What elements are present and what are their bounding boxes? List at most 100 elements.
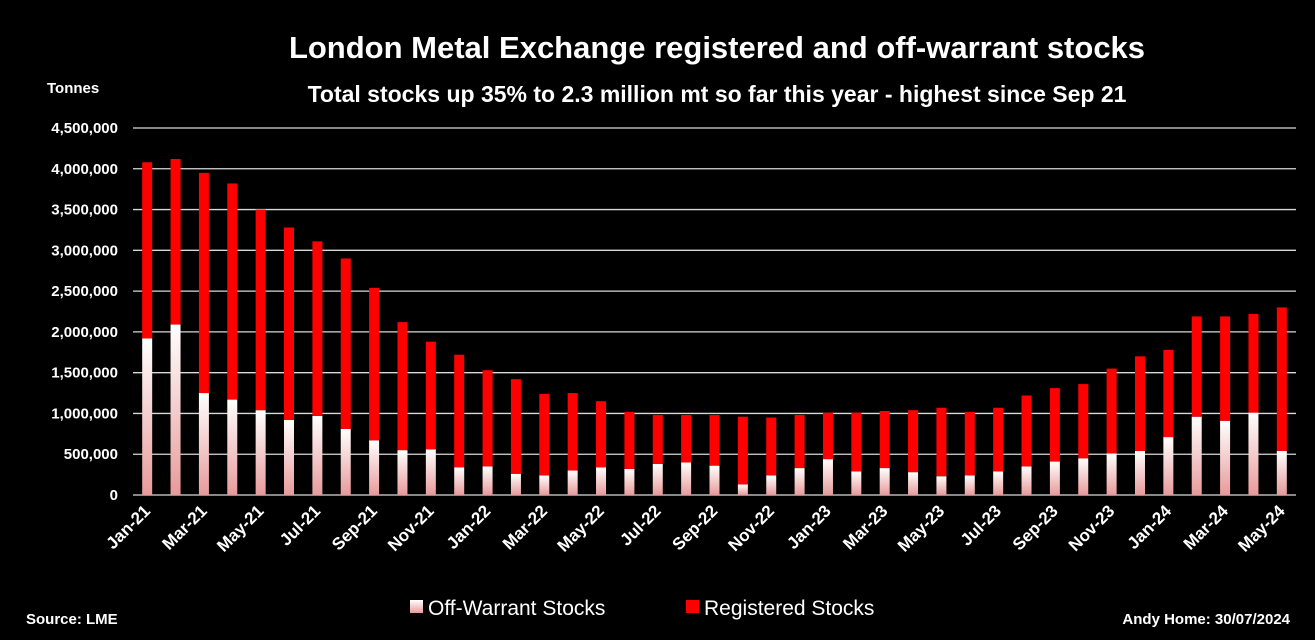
bar-registered [652,415,663,465]
source-note: Source: LME [26,611,118,628]
legend-label-off-warrant: Off-Warrant Stocks [428,597,605,620]
bar-off-warrant [454,467,465,495]
bar-registered [1191,316,1202,417]
y-axis-ticks: 0 500,000 1,000,000 1,500,000 2,000,000 2,500… [51,120,118,504]
bar-off-warrant [227,399,238,495]
bar-registered [1163,349,1174,438]
bar-off-warrant [993,471,1004,495]
bar-off-warrant [255,410,266,495]
bar-off-warrant [709,465,720,495]
bar-off-warrant [737,484,748,495]
y-tick-label: 0 [110,487,118,504]
bar-registered [993,407,1004,472]
bar-registered [284,227,295,420]
x-tick-label: Mar-24 [1180,501,1233,554]
bar-registered [454,354,465,468]
y-tick-label: 500,000 [64,446,118,463]
gridlines [133,127,1296,496]
bar-registered [879,410,890,469]
bar-registered [340,258,351,429]
legend-swatch-registered [686,600,699,613]
x-tick-label: Sep-22 [668,501,721,554]
bar-off-warrant [1134,450,1145,495]
bar-registered [227,183,238,400]
y-tick-label: 3,500,000 [51,202,118,219]
y-tick-label: 1,000,000 [51,405,118,422]
x-tick-label: Nov-21 [384,501,438,555]
bar-off-warrant [539,475,550,495]
bar-registered [567,393,578,471]
x-tick-label: Nov-22 [725,501,779,555]
bar-off-warrant [1163,437,1174,495]
bar-off-warrant [1078,458,1089,495]
x-tick-label: Jan-21 [102,501,154,553]
bar-off-warrant [1220,420,1231,495]
bar-off-warrant [1049,461,1060,495]
bar-off-warrant [369,440,380,495]
bar-off-warrant [936,476,947,495]
bar-registered [1276,307,1287,451]
bar-registered [822,412,833,460]
bar-registered [709,415,720,466]
legend-swatch-off-warrant [410,600,423,613]
legend-label-registered: Registered Stocks [704,597,874,620]
bar-off-warrant [198,393,209,495]
bar-off-warrant [624,468,635,495]
bar-registered [198,172,209,394]
bar-registered [425,341,436,450]
x-tick-label: Jan-24 [1124,501,1176,553]
x-tick-label: May-22 [554,501,608,555]
x-tick-label: Jan-22 [443,501,495,553]
bar-registered [964,411,975,476]
bar-off-warrant [312,415,323,495]
bar-registered [142,162,153,339]
bar-registered [1106,368,1117,454]
credit-note: Andy Home: 30/07/2024 [1122,611,1290,628]
bar-off-warrant [284,419,295,495]
bar-registered [1134,356,1145,451]
bar-off-warrant [482,466,493,495]
y-tick-label: 4,000,000 [51,161,118,178]
y-tick-label: 2,500,000 [51,283,118,300]
bar-off-warrant [1248,412,1259,495]
bar-off-warrant [510,473,521,495]
bar-off-warrant [766,475,777,495]
bar-registered [1021,395,1032,467]
x-axis-ticks: Jan-21 Mar-21 May-21 Jul-21 Sep-21 Nov-21 Jan-… [102,501,1289,556]
bar-off-warrant [879,468,890,495]
bar-off-warrant [964,475,975,495]
y-tick-label: 1,500,000 [51,365,118,382]
x-tick-label: Sep-23 [1009,501,1062,554]
bar-off-warrant [596,467,607,495]
bar-registered [170,158,181,325]
x-tick-label: May-21 [213,501,267,555]
bar-off-warrant [1021,466,1032,495]
x-tick-label: Mar-23 [839,501,891,553]
x-tick-label: May-24 [1234,501,1289,556]
bars [142,158,1287,495]
bar-registered [510,379,521,474]
bar-off-warrant [397,450,408,495]
bar-off-warrant [340,428,351,495]
bar-off-warrant [170,324,181,495]
x-tick-label: Mar-21 [159,501,211,553]
bar-off-warrant [908,472,919,495]
chart-subtitle: Total stocks up 35% to 2.3 million mt so… [308,81,1127,107]
bar-registered [1220,316,1231,421]
bar-off-warrant [822,459,833,495]
x-tick-label: Sep-21 [328,501,381,554]
bar-off-warrant [1276,450,1287,495]
chart-title: London Metal Exchange registered and off… [289,30,1145,65]
bar-registered [369,287,380,441]
bar-off-warrant [652,464,663,495]
bar-off-warrant [1106,453,1117,495]
bar-off-warrant [1191,416,1202,495]
legend: Off-Warrant Stocks Registered Stocks [410,597,874,620]
x-tick-label: Jul-21 [276,501,324,549]
y-tick-label: 2,000,000 [51,324,118,341]
bar-off-warrant [567,470,578,495]
x-tick-label: Jul-22 [616,501,664,549]
x-tick-label: Jul-23 [957,501,1005,549]
bar-registered [737,416,748,485]
